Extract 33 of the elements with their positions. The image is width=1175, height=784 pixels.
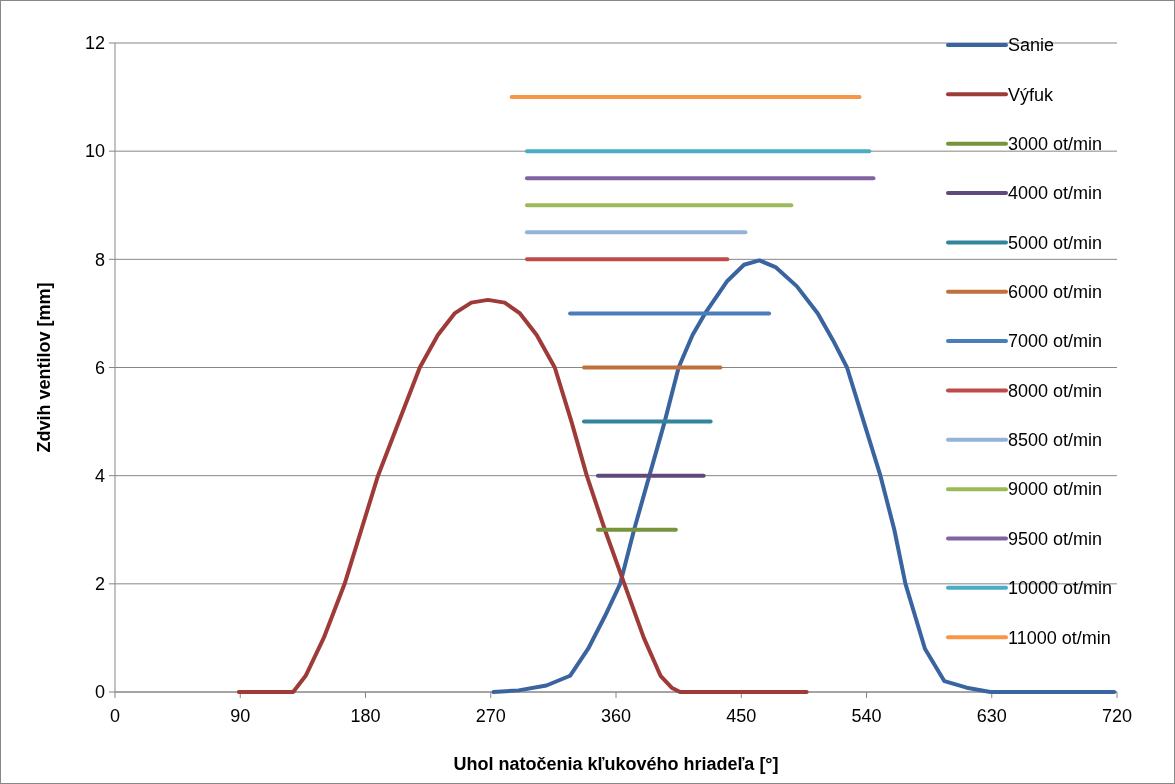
legend-label: 9000 ot/min (1008, 479, 1103, 500)
y-tick-label: 6 (94, 357, 105, 378)
legend-label: 8500 ot/min (1008, 430, 1103, 451)
y-tick-label: 0 (94, 682, 105, 703)
legend-label: 4000 ot/min (1008, 183, 1103, 204)
legend-label: Výfuk (1008, 84, 1055, 105)
line-series (491, 258, 1117, 694)
x-tick-label: 630 (976, 706, 1007, 726)
x-tick-label: 270 (475, 706, 506, 726)
legend-label: 10000 ot/min (1008, 578, 1113, 599)
y-tick-label: 12 (84, 33, 105, 54)
x-tick-label: 540 (851, 706, 882, 726)
legend-label: 7000 ot/min (1008, 331, 1103, 352)
y-tick-label: 10 (84, 141, 105, 162)
legend-label: 9500 ot/min (1008, 528, 1103, 549)
x-tick-label: 0 (109, 706, 121, 726)
y-tick-label: 4 (94, 465, 105, 486)
x-axis-title: Uhol natočenia kľukového hriadeľa [°] (453, 754, 779, 774)
legend-label: 6000 ot/min (1008, 282, 1103, 303)
legend-label: 11000 ot/min (1008, 627, 1111, 648)
y-axis-title: Zdvih ventilov [mm] (34, 282, 54, 453)
legend-label: 3000 ot/min (1008, 134, 1103, 154)
x-tick-label: 90 (230, 706, 251, 726)
legend-label: 5000 ot/min (1008, 232, 1103, 253)
x-tick-label: 360 (600, 706, 632, 726)
y-tick-label: 8 (94, 249, 105, 270)
x-tick-label: 450 (726, 706, 757, 726)
y-tick-label: 2 (94, 574, 105, 595)
x-tick-label: 720 (1101, 706, 1133, 726)
legend-label: 8000 ot/min (1008, 380, 1103, 401)
x-tick-label: 180 (350, 706, 381, 726)
line-series (236, 297, 809, 694)
legend-label: Sanie (1008, 35, 1055, 56)
